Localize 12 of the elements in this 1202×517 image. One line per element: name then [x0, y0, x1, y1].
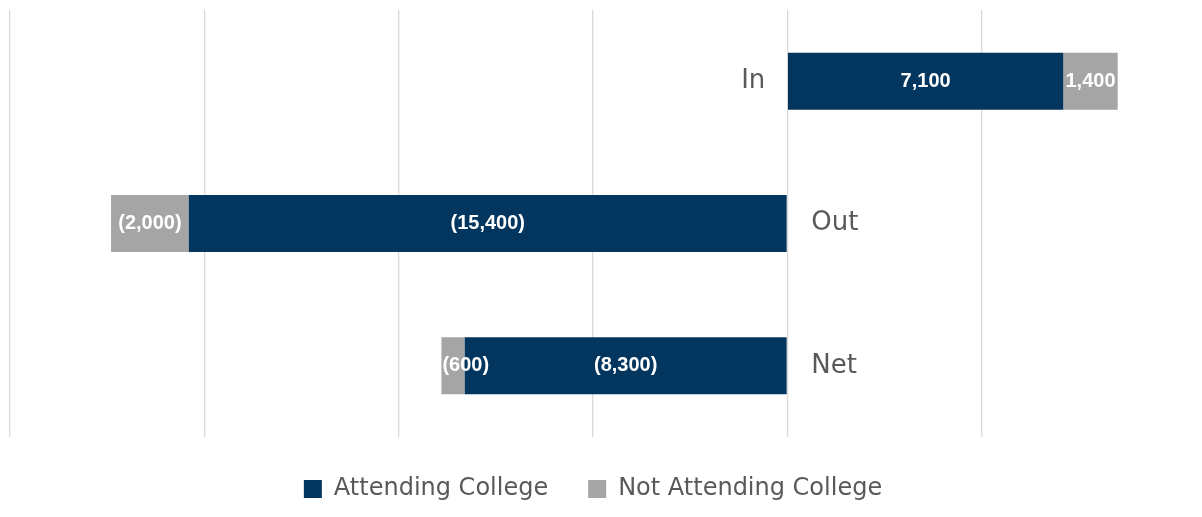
legend-label: Attending College: [333, 473, 549, 502]
bar: [787, 52, 1064, 110]
data-label: 7,100: [900, 68, 951, 91]
y-tick-label: Out: [811, 206, 859, 237]
legend-label: Not Attending College: [618, 473, 883, 502]
y-tick-label: In: [741, 63, 766, 94]
data-label: (15,400): [450, 211, 525, 234]
bar: [188, 195, 787, 252]
y-tick-label: Net: [811, 348, 857, 379]
data-label: (8,300): [594, 353, 658, 376]
data-label: 1,400: [1065, 68, 1116, 91]
data-label: (2,000): [118, 211, 182, 234]
